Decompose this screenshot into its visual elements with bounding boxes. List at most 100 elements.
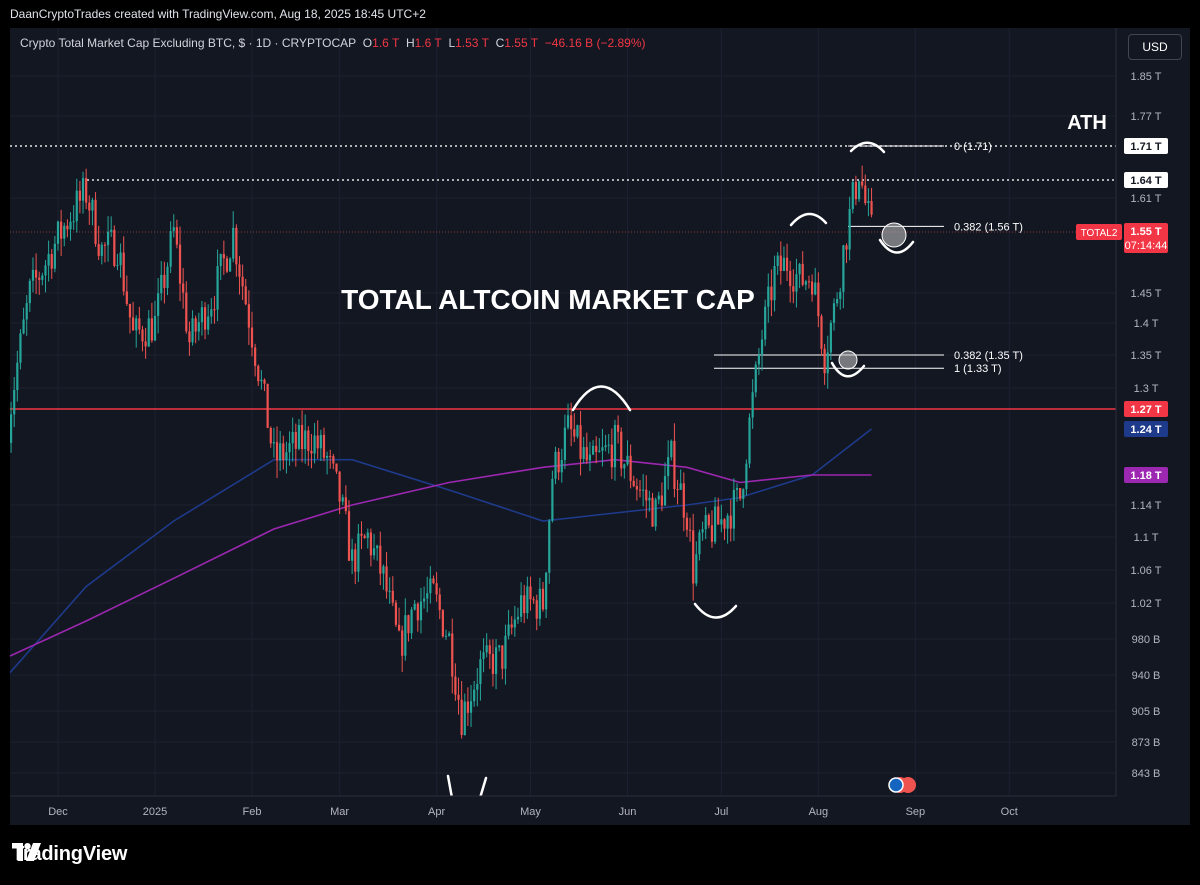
candle-body <box>182 283 185 293</box>
candle-body <box>729 515 732 529</box>
candle-body <box>338 471 341 502</box>
price-label-box <box>1124 467 1168 483</box>
candle-body <box>595 445 598 452</box>
candle-body <box>282 443 285 461</box>
candle-body <box>444 635 448 637</box>
annotations-layer <box>446 141 916 800</box>
price-label-box <box>1124 421 1168 437</box>
candle-body <box>244 286 247 305</box>
annotation-arc <box>789 212 828 227</box>
candle-body <box>767 286 770 307</box>
price-label: 1.24 T <box>1130 424 1161 436</box>
horizontal-levels-layer: 0 (1.71) 0.382 (1.56 T) 0.382 (1.35 T)1 (1… <box>10 141 1116 410</box>
candle-body <box>541 588 545 610</box>
symbol-tag: TOTAL2 <box>1081 228 1118 239</box>
candle-body <box>832 303 836 323</box>
candle-body <box>620 431 623 469</box>
candle-body <box>357 533 360 572</box>
candle-body <box>613 424 617 468</box>
moving-average-layer <box>10 428 872 674</box>
annotation-arc <box>849 141 886 154</box>
chart-frame[interactable]: 0 (1.71) 0.382 (1.56 T) 0.382 (1.35 T) 1 (1… <box>10 28 1190 825</box>
currency-button[interactable]: USD <box>1128 34 1182 60</box>
grid-layer <box>10 28 1116 796</box>
candle-body <box>773 266 776 301</box>
x-tick-label: Apr <box>428 806 445 818</box>
candle-body <box>422 598 426 602</box>
candle-body <box>688 529 692 531</box>
candle-body <box>519 595 523 617</box>
annotation-arc <box>571 385 632 412</box>
candle-body <box>128 303 132 318</box>
candle-body <box>34 269 38 278</box>
candle-body <box>836 299 839 304</box>
candle-body <box>401 630 404 656</box>
candle-body <box>510 624 513 628</box>
candle-body <box>260 379 263 382</box>
candle-body <box>379 545 382 574</box>
candle-body <box>607 444 610 446</box>
ma-purple-line <box>10 458 872 657</box>
low-label: L <box>448 36 456 50</box>
candle-body <box>94 199 97 244</box>
y-tick-label: 1.1 T <box>1134 532 1159 544</box>
candle-body <box>329 455 332 457</box>
candle-body <box>310 450 313 454</box>
candle-body <box>75 190 78 222</box>
candle-body <box>704 515 707 530</box>
candle-body <box>66 225 69 230</box>
y-tick-label: 1.14 T <box>1131 500 1162 512</box>
candle-body <box>366 532 369 538</box>
candle-body <box>241 276 244 287</box>
candle-body <box>692 530 695 584</box>
candle-body <box>197 322 200 332</box>
candle-body <box>626 455 629 465</box>
time-axis-background <box>10 796 1190 825</box>
candle-body <box>138 318 141 330</box>
price-label: 1.18 T <box>1130 470 1161 482</box>
candle-body <box>448 633 451 636</box>
candle-body <box>670 440 673 458</box>
candle-body <box>454 676 457 695</box>
candle-body <box>560 460 563 473</box>
annotation-cup <box>878 238 915 254</box>
candle-body <box>150 318 153 341</box>
x-tick-label: Jul <box>714 806 728 818</box>
candle-body <box>91 199 94 211</box>
candle-body <box>789 270 792 287</box>
candle-body <box>638 489 642 491</box>
candle-body <box>53 243 56 269</box>
symbol-name: Crypto Total Market Cap Excluding BTC, $… <box>20 36 357 50</box>
candle-body <box>776 255 779 267</box>
candle-body <box>10 414 13 443</box>
candle-body <box>814 282 817 295</box>
candle-body <box>254 347 257 366</box>
tradingview-logo[interactable]: TradingView <box>12 843 127 866</box>
annotation-circle <box>838 350 858 370</box>
candle-body <box>222 253 225 259</box>
ath-annotation: ATH <box>1067 112 1107 134</box>
candle-body <box>498 645 501 648</box>
candle-body <box>203 307 207 330</box>
chart-title: TOTAL ALTCOIN MARKET CAP <box>341 284 755 315</box>
candle-body <box>257 365 260 382</box>
candle-body <box>247 304 250 328</box>
candle-body <box>751 392 754 418</box>
price-chart[interactable]: 0 (1.71) 0.382 (1.56 T) 0.382 (1.35 T)1 (1… <box>10 28 1190 825</box>
candle-body <box>857 181 861 200</box>
candle-body <box>601 447 604 451</box>
candle-body <box>604 445 607 448</box>
y-tick-label: 1.02 T <box>1131 598 1162 610</box>
candle-body <box>354 549 357 572</box>
candle-body <box>397 624 401 631</box>
candle-body <box>404 615 407 656</box>
candle-body <box>316 435 319 449</box>
price-label: 1.55 T <box>1130 226 1161 238</box>
candle-body <box>426 593 429 599</box>
candle-body <box>263 379 266 384</box>
candle-body <box>610 444 613 468</box>
candle-body <box>839 291 842 300</box>
x-tick-label: 2025 <box>143 806 167 818</box>
ma-blue-line <box>10 428 872 674</box>
candle-body <box>707 515 710 526</box>
